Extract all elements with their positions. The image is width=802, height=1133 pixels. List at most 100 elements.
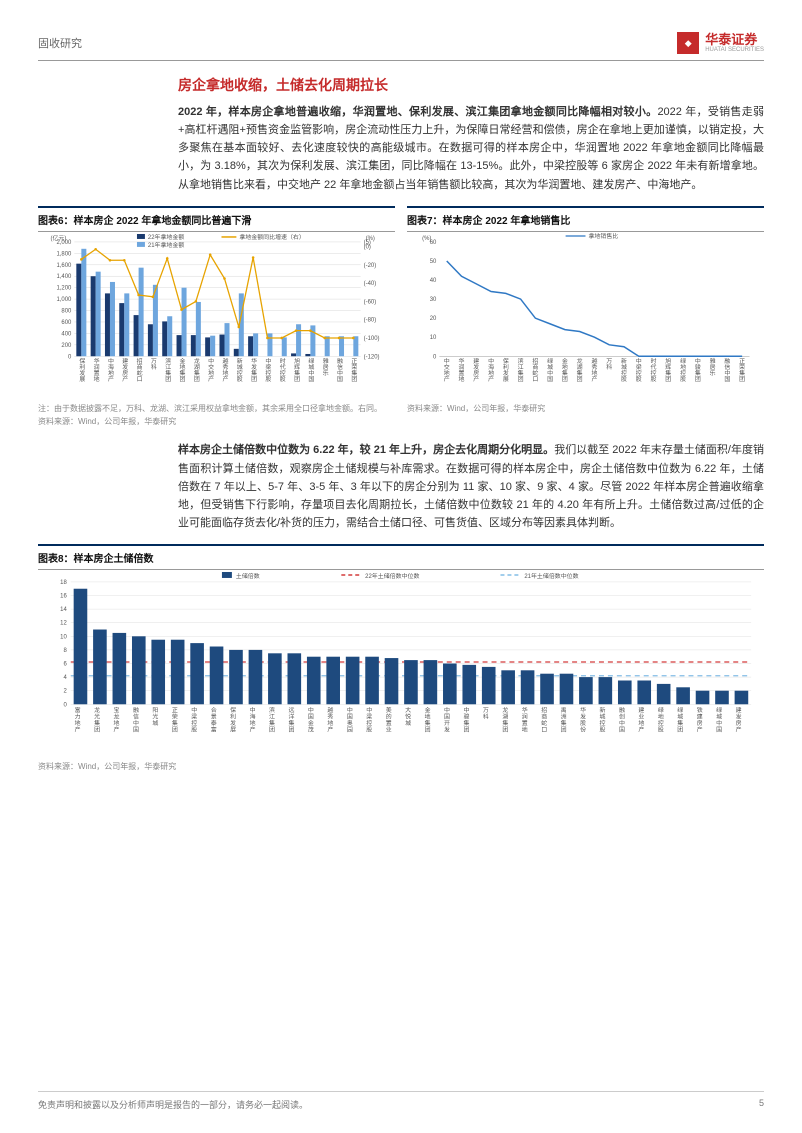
svg-text:雅居乐: 雅居乐 [323, 357, 329, 377]
svg-text:建业地产: 建业地产 [638, 706, 644, 733]
svg-text:8: 8 [63, 648, 67, 654]
svg-text:中国开发: 中国开发 [444, 706, 450, 733]
svg-text:融创中国: 融创中国 [619, 706, 625, 733]
svg-text:10: 10 [430, 335, 437, 341]
svg-text:中交地产: 中交地产 [444, 357, 450, 383]
svg-text:越秀地产: 越秀地产 [591, 357, 597, 383]
svg-text:建发房产: 建发房产 [473, 357, 479, 383]
svg-text:40: 40 [430, 278, 437, 284]
svg-text:新城控股: 新城控股 [600, 706, 606, 733]
svg-text:中海地产: 中海地产 [108, 357, 114, 383]
chart8: 024681012141618土储倍数22年土储倍数中位数21年土储倍数中位数富… [38, 570, 764, 759]
svg-text:18: 18 [60, 580, 67, 586]
svg-text:4: 4 [63, 675, 67, 681]
chart6-note: 注：由于数据披露不足，万科、龙湖、滨江采用权益拿地金额，其余采用全口径拿地金额。… [38, 404, 395, 414]
svg-text:中骏集团: 中骏集团 [695, 357, 701, 383]
svg-text:保利发展: 保利发展 [230, 706, 236, 733]
svg-text:中国金茂: 中国金茂 [308, 706, 314, 733]
svg-text:中国奥园: 中国奥园 [347, 706, 353, 733]
svg-text:金地集团: 金地集团 [562, 357, 568, 383]
svg-text:1,200: 1,200 [56, 285, 72, 291]
svg-text:12: 12 [60, 621, 67, 627]
svg-text:合景泰富: 合景泰富 [211, 706, 217, 733]
svg-text:0: 0 [68, 354, 72, 360]
svg-text:旭辉集团: 旭辉集团 [665, 357, 671, 383]
svg-text:6: 6 [63, 662, 67, 668]
svg-text:中梁控股: 中梁控股 [265, 357, 271, 383]
svg-text:600: 600 [61, 320, 72, 326]
svg-text:华发集团: 华发集团 [251, 357, 257, 383]
svg-text:1,400: 1,400 [56, 274, 72, 280]
footer: 免责声明和披露以及分析师声明是报告的一部分，请务必一起阅读。 5 [38, 1091, 764, 1111]
svg-text:中海地产: 中海地产 [250, 706, 256, 733]
svg-text:中梁控股: 中梁控股 [191, 706, 197, 733]
svg-text:(0): (0) [364, 244, 371, 250]
svg-text:万科: 万科 [483, 707, 489, 720]
svg-text:21年拿地金额: 21年拿地金额 [148, 241, 184, 249]
svg-text:铁建房产: 铁建房产 [697, 706, 703, 733]
svg-text:正荣集团: 正荣集团 [351, 358, 357, 383]
svg-text:新城控股: 新城控股 [621, 357, 627, 383]
svg-text:2: 2 [63, 689, 67, 695]
svg-text:建发房产: 建发房产 [122, 357, 128, 383]
logo: ◆ 华泰证券 HUATAI SECURITIES [677, 32, 764, 54]
svg-text:(-80): (-80) [364, 317, 377, 323]
svg-text:(%): (%) [366, 236, 375, 242]
svg-text:融信中国: 融信中国 [133, 706, 139, 733]
svg-text:21年土储倍数中位数: 21年土储倍数中位数 [524, 572, 578, 580]
svg-text:绿地控股: 绿地控股 [658, 706, 664, 733]
svg-text:中梁控股: 中梁控股 [366, 706, 372, 733]
svg-text:(%): (%) [422, 236, 431, 242]
svg-text:绿地控股: 绿地控股 [680, 357, 686, 383]
svg-text:招商蛇口: 招商蛇口 [532, 357, 538, 383]
svg-text:富力地产: 富力地产 [75, 706, 81, 733]
section-title: 房企拿地收缩，土储去化周期拉长 [178, 75, 764, 95]
svg-text:22年拿地金额: 22年拿地金额 [148, 233, 184, 241]
svg-text:中骏集团: 中骏集团 [463, 706, 469, 733]
svg-text:(-20): (-20) [364, 262, 377, 268]
svg-text:中梁控股: 中梁控股 [636, 357, 642, 383]
svg-text:拿地金额同比增速（右）: 拿地金额同比增速（右） [239, 233, 304, 241]
svg-text:新城控股: 新城控股 [237, 357, 243, 383]
svg-text:华润置地: 华润置地 [522, 706, 528, 733]
svg-text:金地集团: 金地集团 [180, 357, 186, 383]
footer-left: 免责声明和披露以及分析师声明是报告的一部分，请务必一起阅读。 [38, 1098, 308, 1111]
svg-text:旭辉集团: 旭辉集团 [294, 357, 300, 383]
svg-text:龙光集团: 龙光集团 [94, 706, 100, 733]
svg-text:华润置地: 华润置地 [94, 357, 100, 383]
chart7-title: 图表7：样本房企 2022 年拿地销售比 [407, 206, 764, 227]
svg-text:雅居乐: 雅居乐 [710, 357, 716, 377]
svg-text:800: 800 [61, 308, 72, 314]
svg-text:金地集团: 金地集团 [425, 706, 431, 733]
chart7-src: 资料来源：Wind，公司年报，华泰研究 [407, 404, 764, 414]
svg-text:龙湖集团: 龙湖集团 [194, 357, 200, 383]
svg-text:阳光城: 阳光城 [152, 706, 158, 727]
svg-text:(-100): (-100) [364, 336, 380, 342]
chart6: 02004006008001,0001,2001,4001,6001,8002,… [38, 232, 395, 401]
svg-text:美的置业: 美的置业 [386, 706, 392, 733]
svg-text:10: 10 [60, 634, 67, 640]
svg-text:远洋集团: 远洋集团 [288, 706, 294, 733]
svg-text:保利发展: 保利发展 [503, 357, 509, 383]
svg-text:招商蛇口: 招商蛇口 [541, 706, 547, 733]
svg-text:滨江集团: 滨江集团 [518, 357, 524, 383]
svg-text:融信中国: 融信中国 [724, 357, 730, 383]
svg-text:融信中国: 融信中国 [337, 357, 343, 383]
logo-icon: ◆ [677, 32, 699, 54]
chart8-title: 图表8：样本房企土储倍数 [38, 544, 764, 565]
svg-text:万科: 万科 [606, 358, 612, 371]
svg-text:20: 20 [430, 316, 437, 322]
svg-text:正荣集团: 正荣集团 [739, 358, 745, 383]
logo-en: HUATAI SECURITIES [705, 47, 764, 54]
svg-text:滨江集团: 滨江集团 [269, 706, 275, 733]
svg-text:(-60): (-60) [364, 299, 377, 305]
svg-text:滨江集团: 滨江集团 [165, 357, 171, 383]
svg-text:正荣集团: 正荣集团 [172, 707, 178, 733]
svg-text:龙湖集团: 龙湖集团 [502, 706, 508, 733]
doc-type: 固收研究 [38, 35, 82, 51]
para-1: 2022 年，样本房企拿地普遍收缩，华润置地、保利发展、滨江集团拿地金额同比降幅… [178, 103, 764, 194]
svg-text:时代控股: 时代控股 [651, 357, 657, 383]
svg-text:1,000: 1,000 [56, 297, 72, 303]
svg-text:(亿元): (亿元) [51, 234, 67, 242]
svg-text:16: 16 [60, 594, 67, 600]
